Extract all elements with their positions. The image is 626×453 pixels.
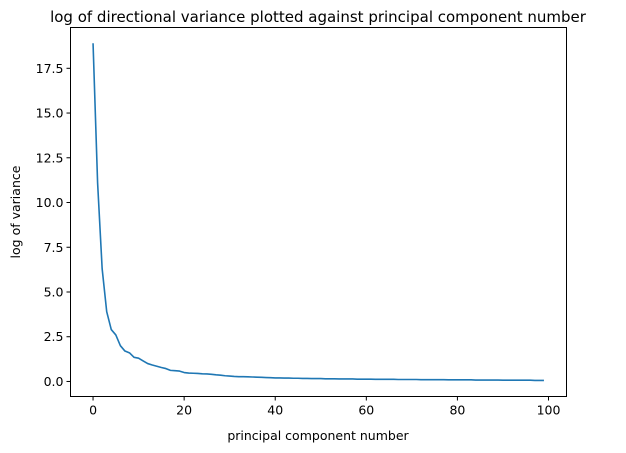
series-line bbox=[92, 43, 544, 382]
chart-title: log of directional variance plotted agai… bbox=[50, 8, 587, 26]
x-tick-label: 20 bbox=[176, 403, 192, 418]
y-tick-label: 10.0 bbox=[36, 195, 64, 210]
x-tick-label: 100 bbox=[537, 403, 561, 418]
y-axis: 0.0 2.5 5.0 7.5 10.0 12.5 15.0 17.5 bbox=[36, 61, 71, 389]
plot-area bbox=[92, 43, 544, 382]
y-tick-label: 7.5 bbox=[44, 240, 64, 255]
axes-frame bbox=[70, 27, 567, 397]
x-axis: 0 20 40 60 80 100 bbox=[89, 396, 561, 418]
x-tick-label: 0 bbox=[89, 403, 97, 418]
x-tick-label: 60 bbox=[358, 403, 374, 418]
y-tick-label: 5.0 bbox=[44, 284, 64, 299]
x-axis-label: principal component number bbox=[227, 428, 409, 443]
y-tick-label: 12.5 bbox=[36, 150, 64, 165]
x-tick-label: 40 bbox=[267, 403, 283, 418]
y-axis-label: log of variance bbox=[8, 165, 23, 258]
y-tick-label: 15.0 bbox=[36, 106, 64, 121]
x-tick-label: 80 bbox=[449, 403, 465, 418]
y-tick-label: 0.0 bbox=[44, 374, 64, 389]
y-tick-label: 2.5 bbox=[44, 329, 64, 344]
y-tick-label: 17.5 bbox=[36, 61, 64, 76]
